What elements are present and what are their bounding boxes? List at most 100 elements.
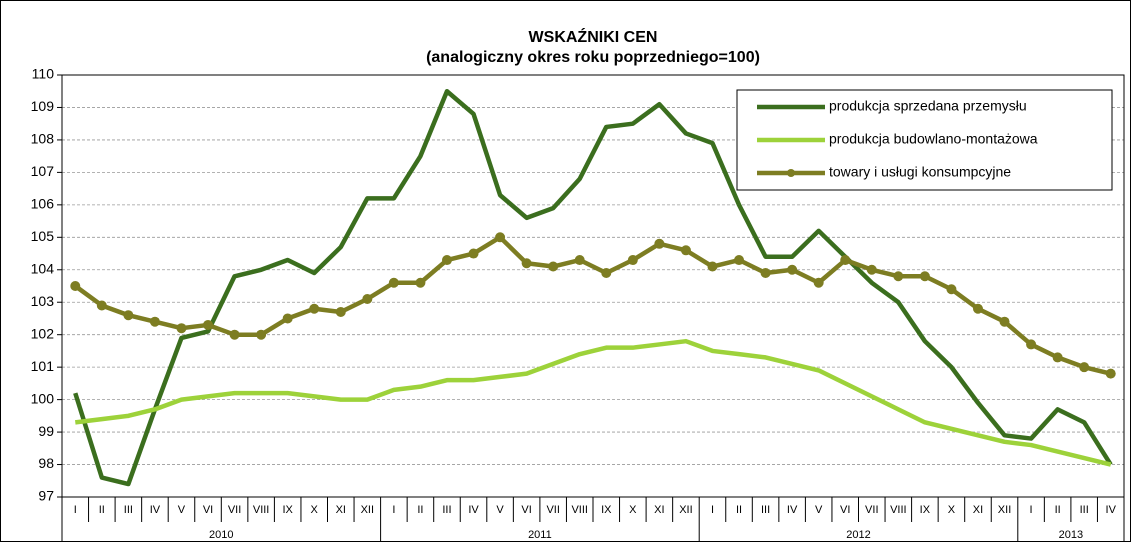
x-tick-label: I bbox=[392, 504, 395, 516]
series-marker bbox=[654, 238, 665, 249]
series-marker bbox=[521, 258, 532, 269]
y-tick-label: 103 bbox=[31, 293, 55, 309]
year-label: 2011 bbox=[528, 529, 552, 541]
x-tick-label: IX bbox=[601, 504, 612, 516]
x-tick-label: V bbox=[815, 504, 823, 516]
legend-label: towary i usługi konsumpcyjne bbox=[829, 164, 1011, 180]
x-tick-label: I bbox=[1030, 504, 1033, 516]
series-marker bbox=[946, 284, 957, 295]
series-marker bbox=[468, 248, 479, 259]
series-marker bbox=[123, 310, 134, 321]
x-tick-label: XI bbox=[336, 504, 346, 516]
series-marker bbox=[176, 323, 187, 334]
y-tick-label: 110 bbox=[32, 66, 55, 82]
x-tick-label: VII bbox=[546, 504, 559, 516]
series-marker bbox=[203, 319, 214, 330]
x-tick-label: IX bbox=[282, 504, 293, 516]
legend-label: produkcja budowlano-montażowa bbox=[829, 131, 1038, 147]
x-tick-label: IX bbox=[920, 504, 931, 516]
x-tick-label: III bbox=[1080, 504, 1089, 516]
x-tick-label: II bbox=[99, 504, 105, 516]
x-tick-label: IV bbox=[150, 504, 161, 516]
x-tick-label: II bbox=[736, 504, 742, 516]
series-marker bbox=[548, 261, 559, 272]
x-tick-label: IV bbox=[787, 504, 798, 516]
series-marker bbox=[149, 316, 160, 327]
x-tick-label: VII bbox=[865, 504, 878, 516]
x-tick-label: V bbox=[496, 504, 504, 516]
series-marker bbox=[256, 329, 267, 340]
series-marker bbox=[999, 316, 1010, 327]
year-label: 2013 bbox=[1059, 529, 1083, 541]
series-marker bbox=[627, 255, 638, 266]
x-tick-label: VI bbox=[521, 504, 531, 516]
x-tick-label: II bbox=[1055, 504, 1061, 516]
x-tick-label: VI bbox=[840, 504, 850, 516]
series-marker bbox=[866, 264, 877, 275]
x-tick-label: VI bbox=[203, 504, 213, 516]
x-tick-label: IV bbox=[1106, 504, 1117, 516]
series-marker bbox=[1026, 339, 1037, 350]
series-marker bbox=[893, 271, 904, 282]
y-tick-label: 107 bbox=[31, 163, 55, 179]
x-tick-label: XI bbox=[654, 504, 664, 516]
series-marker bbox=[362, 293, 373, 304]
x-tick-label: VII bbox=[228, 504, 241, 516]
series-marker bbox=[335, 306, 346, 317]
year-label: 2012 bbox=[846, 529, 870, 541]
legend-marker bbox=[787, 169, 795, 177]
x-tick-label: XII bbox=[679, 504, 692, 516]
x-tick-label: X bbox=[311, 504, 319, 516]
chart-title: WSKAŹNIKI CEN bbox=[529, 27, 658, 46]
series-marker bbox=[96, 300, 107, 311]
y-tick-label: 98 bbox=[38, 455, 54, 471]
series-marker bbox=[309, 303, 320, 314]
x-tick-label: XI bbox=[973, 504, 983, 516]
x-tick-label: VIII bbox=[890, 504, 907, 516]
y-tick-label: 106 bbox=[31, 196, 55, 212]
series-marker bbox=[1105, 368, 1116, 379]
series-marker bbox=[1052, 352, 1063, 363]
x-tick-label: XII bbox=[998, 504, 1011, 516]
year-label: 2010 bbox=[209, 529, 233, 541]
series-marker bbox=[229, 329, 240, 340]
series-line bbox=[73, 235, 1112, 376]
y-tick-label: 105 bbox=[31, 228, 55, 244]
series-marker bbox=[813, 277, 824, 288]
x-tick-label: X bbox=[948, 504, 956, 516]
series-marker bbox=[1079, 362, 1090, 373]
y-tick-label: 100 bbox=[31, 390, 55, 406]
series-marker bbox=[70, 281, 81, 291]
series-line bbox=[73, 88, 1113, 487]
series-marker bbox=[441, 255, 452, 266]
x-tick-label: V bbox=[178, 504, 186, 516]
series-marker bbox=[787, 264, 798, 275]
series-marker bbox=[574, 255, 585, 266]
x-tick-label: VIII bbox=[571, 504, 588, 516]
x-tick-label: III bbox=[124, 504, 133, 516]
x-tick-label: II bbox=[417, 504, 423, 516]
x-tick-label: X bbox=[629, 504, 637, 516]
y-tick-label: 104 bbox=[31, 260, 55, 276]
y-tick-label: 109 bbox=[31, 98, 55, 114]
legend-label: produkcja sprzedana przemysłu bbox=[829, 98, 1027, 114]
x-tick-label: III bbox=[442, 504, 451, 516]
series-marker bbox=[388, 277, 399, 288]
series-marker bbox=[495, 232, 506, 243]
y-tick-label: 99 bbox=[38, 423, 54, 439]
series-marker bbox=[680, 245, 691, 256]
series-marker bbox=[840, 255, 851, 266]
x-tick-label: III bbox=[761, 504, 770, 516]
y-tick-label: 102 bbox=[31, 325, 55, 341]
chart-subtitle: (analogiczny okres roku poprzedniego=100… bbox=[426, 49, 760, 66]
series-line bbox=[75, 338, 1112, 467]
x-tick-label: IV bbox=[468, 504, 479, 516]
y-tick-label: 108 bbox=[31, 131, 55, 147]
series-marker bbox=[415, 277, 426, 288]
x-tick-label: VIII bbox=[253, 504, 270, 516]
series-marker bbox=[601, 268, 612, 279]
x-tick-label: I bbox=[74, 504, 77, 516]
series-marker bbox=[760, 268, 771, 279]
